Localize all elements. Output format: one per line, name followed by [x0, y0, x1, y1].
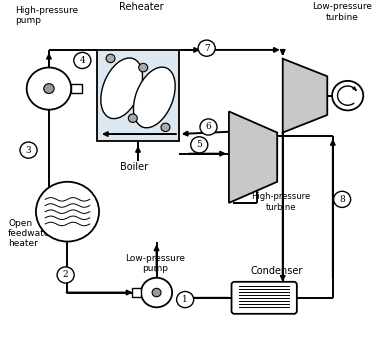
Text: 1: 1: [182, 295, 188, 304]
Ellipse shape: [101, 58, 143, 119]
Circle shape: [200, 119, 217, 135]
Circle shape: [139, 63, 148, 72]
Circle shape: [177, 292, 194, 308]
Text: Low-pressure
turbine: Low-pressure turbine: [312, 2, 372, 22]
Text: Low-pressure
pump: Low-pressure pump: [125, 254, 185, 273]
Polygon shape: [229, 112, 277, 203]
Text: 7: 7: [204, 44, 210, 53]
Circle shape: [20, 142, 37, 158]
Text: 3: 3: [26, 146, 31, 155]
Circle shape: [44, 84, 54, 94]
Circle shape: [334, 191, 351, 208]
Circle shape: [198, 40, 215, 56]
Text: High-pressure
turbine: High-pressure turbine: [251, 192, 310, 212]
Polygon shape: [283, 59, 327, 132]
FancyBboxPatch shape: [97, 50, 179, 141]
Text: 5: 5: [196, 140, 202, 149]
Circle shape: [128, 114, 137, 122]
Text: Reheater: Reheater: [119, 2, 164, 12]
Ellipse shape: [133, 67, 175, 128]
Circle shape: [74, 52, 91, 68]
FancyBboxPatch shape: [232, 282, 297, 314]
Circle shape: [161, 123, 170, 132]
Circle shape: [57, 267, 74, 283]
Bar: [132, 288, 141, 297]
Circle shape: [36, 182, 99, 241]
Text: 6: 6: [206, 122, 211, 132]
Text: 4: 4: [80, 56, 85, 65]
Circle shape: [191, 137, 208, 153]
Text: Boiler: Boiler: [120, 162, 148, 172]
Text: 2: 2: [63, 270, 69, 280]
Circle shape: [106, 54, 115, 62]
Bar: [71, 84, 82, 93]
Circle shape: [27, 67, 71, 110]
Text: High-pressure
pump: High-pressure pump: [16, 6, 79, 25]
Circle shape: [332, 81, 363, 110]
Text: Open
feedwater
heater: Open feedwater heater: [8, 219, 54, 249]
Circle shape: [152, 288, 161, 297]
Text: Condenser: Condenser: [251, 266, 303, 276]
Circle shape: [141, 278, 172, 307]
Text: 8: 8: [339, 195, 345, 204]
